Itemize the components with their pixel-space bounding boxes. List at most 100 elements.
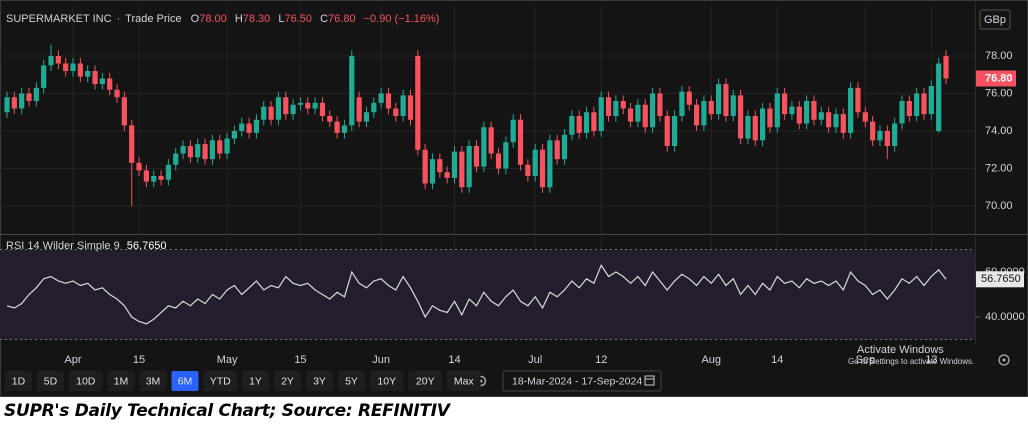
range-button[interactable] [37,371,64,391]
rsi-value-badge [976,271,1024,288]
range-button[interactable] [69,371,103,391]
x-tick-label: Jul [528,354,542,366]
watermark-title: Activate Windows [857,344,944,356]
candle-body [437,159,443,173]
legend-key: O [191,13,200,25]
candle-body [422,149,428,184]
candle-body [855,87,861,113]
currency[interactable]: GBp [984,14,1006,26]
x-tick-label: 15 [294,354,306,366]
candle-body [870,121,876,141]
range-button[interactable] [171,371,199,391]
range-button[interactable] [139,371,167,391]
range-button[interactable] [203,371,238,391]
candle-body [693,104,700,126]
range-label[interactable]: 10Y [377,375,396,387]
range-label[interactable]: Max [454,375,475,387]
candle-body [899,101,905,124]
candle-body [99,78,105,85]
candle-body [165,164,171,180]
candle-body [363,112,370,122]
range-label[interactable]: 1M [114,375,129,387]
candle-body [55,56,61,64]
candle-body [723,84,729,116]
candle-body [598,97,604,131]
range-button[interactable] [107,371,135,391]
range-label[interactable]: 2Y [281,375,294,387]
chart: 70.00 72.00 74.00 76.00 78.00 Apr 15 May 15 Jun 14… [0,0,1028,397]
candle-body [877,131,883,141]
candle-body [158,176,164,180]
range-label[interactable]: 6M [178,375,193,387]
candle-body [488,127,494,154]
last-price-badge [976,70,1016,87]
calendar-icon[interactable] [644,375,655,386]
reset-icon[interactable] [998,354,1010,366]
candle-body [525,164,531,176]
x-tick-label: May [217,354,238,366]
rsi-title: RSI 14 Wilder Simple 9 [6,240,120,252]
x-tick-label: 14 [448,354,460,366]
candle-body [671,116,678,146]
candle-body [180,146,186,154]
currency-box[interactable] [979,9,1011,30]
date-range-box[interactable] [502,370,662,392]
candle-body [77,63,83,77]
rsi-band [0,249,975,340]
candle-body [173,153,179,165]
range-label[interactable]: 5Y [345,375,358,387]
legend-value: 78.00 [199,13,227,25]
candle-body [231,131,238,139]
watermark-text: Go to Settings to activate Windows. [848,357,974,366]
candle-body [569,116,575,135]
candle-body [92,71,98,85]
candle-body [613,101,619,116]
candle-body [811,101,817,120]
range-button[interactable] [408,371,443,391]
x-tick-label: Aug [701,354,721,366]
range-label[interactable]: 3M [146,375,161,387]
candle-body [275,97,282,120]
range-label[interactable]: 3Y [313,375,326,387]
range-label[interactable]: YTD [210,375,231,387]
candle-body [261,106,267,120]
range-label[interactable]: 1Y [249,375,262,387]
range-button[interactable] [5,371,32,391]
candle-body [561,134,568,160]
range-button[interactable] [274,371,301,391]
candle-body [217,140,223,154]
y-tick-label: 76.00 [985,87,1013,99]
candle-body [804,101,810,124]
range-label[interactable]: 20Y [416,375,435,387]
x-tick-label: 12 [595,354,607,366]
candle-body [4,97,10,113]
candle-body [371,102,377,113]
candle-body [415,56,421,150]
candle-body [246,123,252,133]
range-label[interactable]: 10D [76,375,96,387]
range-button[interactable] [447,371,481,391]
last-price-label: 76.80 [985,72,1013,84]
range-button[interactable] [242,371,269,391]
range-button[interactable] [306,371,333,391]
candle-body [48,56,54,66]
range-button[interactable] [370,371,404,391]
range-button[interactable] [338,371,365,391]
candle-body [928,86,934,115]
candle-body [738,95,744,139]
date-range[interactable]: 18-Mar-2024 - 17-Sep-2024 [512,375,642,387]
candle-body [459,151,465,188]
candle-body [444,172,450,178]
price-change: −0.90 (−1.16%) [364,13,440,25]
candle-body [481,127,487,167]
candle-body [547,140,553,188]
toolbar: 1D 5D 10D 1M 3M 6M YTD 1Y 2Y 3Y 5Y 10Y 20Y Max [5,371,481,391]
candle-body [400,95,406,116]
x-tick-label: Jun [372,354,390,366]
legend-key: H [235,13,243,25]
range-label[interactable]: 5D [44,375,58,387]
range-label[interactable]: 1D [12,375,26,387]
candle-body [627,108,634,122]
candle-body [657,93,663,116]
candle-body [635,104,641,122]
